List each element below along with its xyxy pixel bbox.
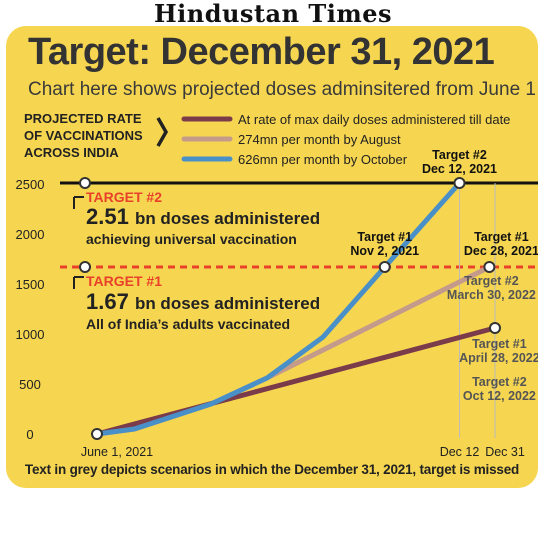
target2-value-number: 2.51 [86, 204, 135, 229]
point-annotation: Target #1 [472, 337, 527, 351]
y-tick-label: 500 [19, 377, 41, 392]
target1-value-unit: bn doses administered [135, 294, 320, 313]
target2-description: achieving universal vaccination [86, 231, 297, 247]
data-point-marker [378, 261, 391, 273]
masthead-logo: Hindustan Times [153, 0, 393, 28]
legend-label: 274mn per month by August [238, 132, 401, 147]
data-point-marker [483, 261, 496, 273]
point-annotation: Oct 12, 2022 [463, 389, 536, 403]
point-annotation: April 28, 2022 [459, 351, 538, 365]
target2-value-unit: bn doses administered [135, 209, 320, 228]
y-tick-label: 2500 [16, 177, 45, 192]
series-line-1 [94, 325, 498, 437]
target2-label: TARGET #2 [86, 189, 162, 205]
chart-footnote: Text in grey depicts scenarios in which … [24, 462, 520, 477]
chart-subtitle: Chart here shows projected doses adminsi… [28, 79, 536, 100]
target2-value: 2.51 bn doses administered [86, 204, 320, 229]
series-line-2 [94, 264, 492, 437]
data-point-marker [79, 261, 91, 273]
target1-value: 1.67 bn doses administered [86, 289, 320, 314]
data-point-marker [91, 428, 103, 440]
target1-description: All of India’s adults vaccinated [86, 316, 290, 332]
chart-title: Target: December 31, 2021 [28, 31, 495, 73]
data-point-marker [79, 177, 91, 189]
target1-label: TARGET #1 [86, 273, 162, 289]
y-tick-label: 1500 [16, 277, 45, 292]
point-annotation: Target #1 [474, 230, 529, 244]
y-tick-label: 0 [26, 427, 33, 442]
legend-heading: PROJECTED RATE [24, 111, 142, 126]
data-point-marker [489, 322, 501, 334]
point-annotation: Target #2 [472, 375, 527, 389]
legend-label: At rate of max daily doses administered … [238, 112, 510, 127]
x-tick-label: June 1, 2021 [81, 445, 153, 458]
point-annotation: Nov 2, 2021 [350, 244, 419, 258]
legend-label: 626mn per month by October [238, 152, 408, 167]
x-tick-label: Dec 31 [485, 445, 525, 458]
y-tick-label: 1000 [16, 327, 45, 342]
point-annotation: Target #2 [464, 274, 519, 288]
point-annotation: March 30, 2022 [447, 288, 536, 302]
target2-bracket [73, 196, 84, 209]
chart-canvas: PROJECTED RATE OF VACCINATIONS ACROSS INDI… [16, 111, 538, 458]
y-tick-label: 2000 [16, 227, 45, 242]
point-annotation: Dec 28, 2021 [464, 244, 538, 258]
point-annotation: Target #1 [357, 230, 412, 244]
chevron-right-icon [156, 117, 169, 147]
point-annotation: Target #2 [432, 148, 487, 162]
target1-bracket [73, 276, 84, 289]
target1-value-number: 1.67 [86, 289, 135, 314]
x-tick-label: Dec 12 [440, 445, 480, 458]
data-point-marker [453, 177, 466, 189]
point-annotation: Dec 12, 2021 [422, 162, 497, 176]
legend-heading: OF VACCINATIONS [24, 128, 143, 143]
legend-heading: ACROSS INDIA [24, 145, 119, 160]
infographic-card: Target: December 31, 2021 Chart here sho… [6, 26, 538, 488]
